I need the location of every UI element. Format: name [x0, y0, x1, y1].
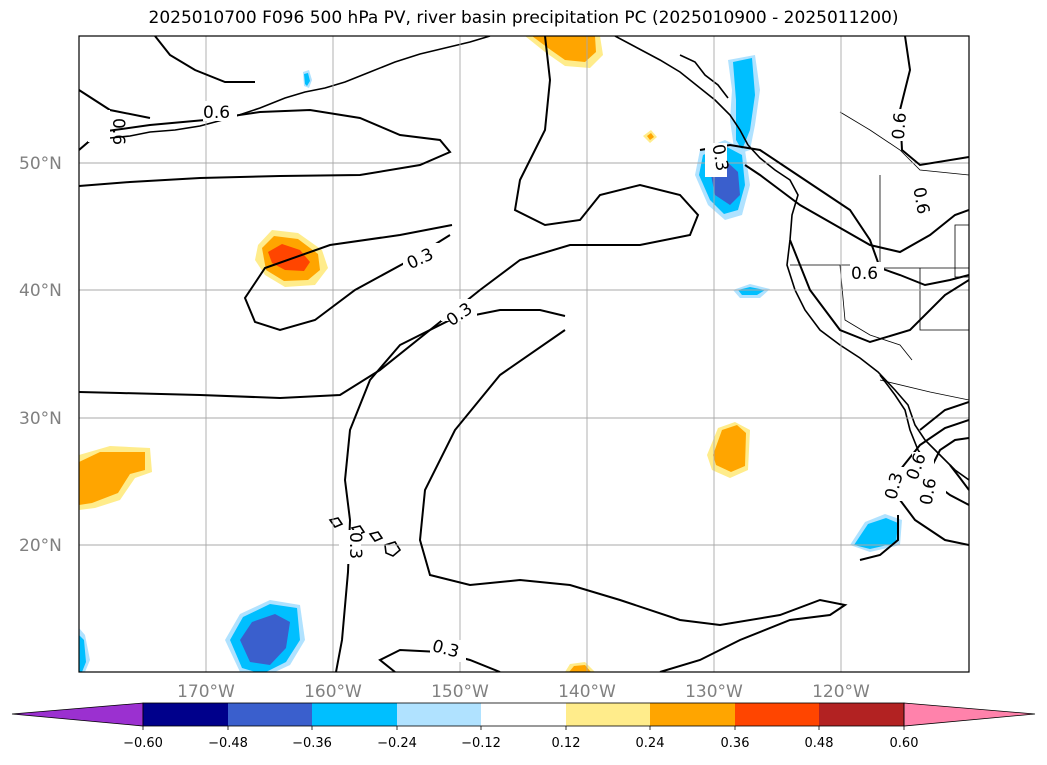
colorbar-segment [650, 703, 735, 726]
colorbar-tick-label: −0.12 [461, 736, 501, 751]
lon-label-130w: 130°W [685, 682, 743, 702]
contour-label: 0.6 [108, 118, 128, 145]
precip-patch-negative [304, 73, 310, 86]
coastlines [89, 36, 969, 557]
lat-label-40n: 40°N [19, 281, 62, 301]
longitude-labels: 170°W 160°W 150°W 140°W 130°W 120°W [177, 682, 870, 702]
colorbar-segment [397, 703, 481, 726]
colorbar-tick-label: −0.48 [208, 736, 248, 751]
pv-contour-0.6 [79, 108, 452, 187]
lat-label-30n: 30°N [19, 409, 62, 429]
colorbar-tick-label: 0.36 [721, 736, 750, 751]
pv-contour-0.6 [929, 437, 969, 471]
colorbar-tick-label: 0.12 [552, 736, 581, 751]
precip-patch-negative [854, 518, 898, 549]
precip-patch-positive [569, 665, 591, 672]
pv-contour-0.3 [243, 224, 453, 332]
colorbar-segment [228, 703, 312, 726]
pv-contour-0.6 [949, 464, 969, 491]
lon-label-160w: 160°W [304, 682, 362, 702]
colorbar-segment [143, 703, 228, 726]
colorbar-segment [481, 703, 566, 726]
lat-label-20n: 20°N [19, 536, 62, 556]
colorbar-tick-label: 0.48 [805, 736, 834, 751]
pv-contour-0.3 [378, 648, 501, 672]
lon-label-140w: 140°W [558, 682, 616, 702]
colorbar-segment [819, 703, 904, 726]
pv-contour-0.3 [418, 329, 848, 672]
contour-label: 0.3 [345, 532, 365, 559]
pv-contour-0.6 [154, 36, 255, 83]
pv-contour-0.3 [859, 515, 899, 561]
pv-contour-0.6 [699, 143, 969, 287]
pv-contour-0.3 [79, 36, 700, 400]
pv-contour-0.3 [919, 401, 969, 431]
contour-label: 0.6 [203, 103, 230, 123]
colorbar-tick-label: 0.24 [636, 736, 665, 751]
pv-contour-0.6 [744, 164, 969, 254]
contour-label: 0.3 [707, 143, 731, 173]
precip-patch-strong-negative [240, 614, 290, 665]
colorbar-segment [566, 703, 650, 726]
precip-anomaly-patches [79, 36, 902, 672]
map-title: 2025010700 F096 500 hPa PV, river basin … [148, 8, 899, 28]
colorbar: −0.60 −0.48 −0.36 −0.24 −0.12 0.12 0.24 … [11, 702, 1036, 751]
latitude-labels: 50°N 40°N 30°N 20°N [19, 154, 62, 556]
lon-label-150w: 150°W [431, 682, 489, 702]
map-frame [78, 35, 970, 673]
precip-patch-negative [79, 635, 86, 672]
precip-patch-positive [647, 133, 654, 140]
precip-patch-positive [713, 425, 746, 472]
contour-label: 0.6 [889, 112, 911, 141]
pv-contour-0.3 [899, 499, 969, 546]
contour-label: 0.6 [851, 264, 878, 284]
gridlines [79, 36, 969, 672]
contour-label: 0.6 [908, 186, 932, 216]
colorbar-tick-label: 0.60 [890, 736, 919, 751]
colorbar-tick-label: −0.36 [292, 736, 332, 751]
precip-patch-negative [738, 287, 765, 295]
map-panel: 0.6 0.6 0.3 0.3 0.3 0.3 0.3 0.6 0.6 0.6 … [79, 36, 969, 672]
colorbar-tick-label: −0.24 [377, 736, 417, 751]
pv-contour-0.6 [789, 239, 969, 344]
pv-contour-labels: 0.6 0.6 0.3 0.3 0.3 0.3 0.3 0.6 0.6 0.6 … [88, 101, 946, 663]
contour-label: 0.6 [917, 477, 941, 507]
colorbar-extend-high [903, 702, 1036, 727]
colorbar-segment [312, 703, 397, 726]
lat-label-50n: 50°N [19, 154, 62, 174]
pv-contour-0.3 [335, 309, 566, 672]
colorbar-extend-low [11, 702, 144, 727]
colorbar-tick-label: −0.60 [123, 736, 163, 751]
precip-patch-positive [532, 36, 596, 62]
lon-label-120w: 120°W [812, 682, 870, 702]
precip-patch-positive [79, 452, 145, 505]
lon-label-170w: 170°W [177, 682, 235, 702]
colorbar-segment [735, 703, 819, 726]
